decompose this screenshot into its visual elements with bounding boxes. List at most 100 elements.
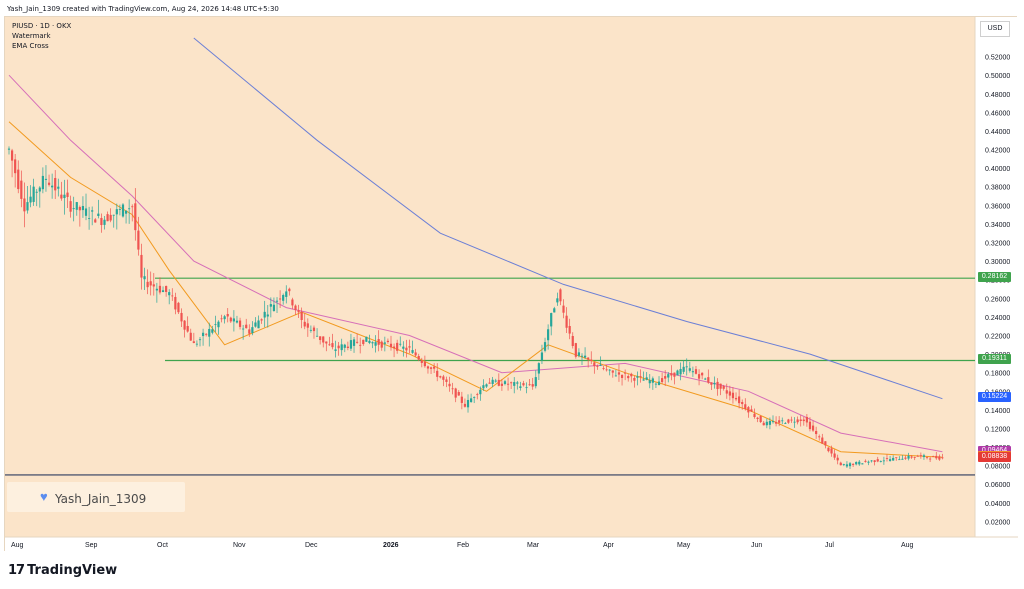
candle-body	[94, 219, 97, 223]
candle-body	[885, 458, 889, 459]
x-tick-label: May	[677, 542, 691, 549]
candle-body	[851, 463, 855, 465]
candle-body	[47, 182, 51, 185]
candle-body	[260, 319, 263, 321]
candle-body	[294, 305, 297, 311]
candle-body	[23, 198, 26, 212]
candle-body	[848, 463, 852, 467]
candle-body	[738, 396, 741, 404]
candle-body	[334, 349, 337, 351]
candle-body	[842, 464, 845, 466]
x-tick-label: Nov	[233, 542, 246, 549]
candle-body	[84, 208, 88, 216]
candle-body	[118, 209, 122, 210]
candle-body	[630, 373, 633, 377]
candle-body	[845, 464, 849, 467]
chart-panel[interactable]: 0.52000 0.50000 0.48000 0.46000 0.44000 0.420…	[4, 16, 1018, 552]
candle-body	[282, 295, 285, 301]
candle-body	[580, 355, 584, 357]
candle-body	[374, 342, 377, 346]
candle-body	[836, 457, 839, 461]
currency-selector[interactable]: USD	[980, 21, 1010, 37]
candle-body	[349, 340, 353, 349]
candle-body	[753, 413, 756, 418]
candle-body	[433, 366, 436, 369]
candle-body	[41, 175, 44, 190]
indicator-label: EMA Cross	[12, 42, 49, 50]
tradingview-logo[interactable]: 17 TradingView	[8, 563, 117, 578]
candle-body	[479, 389, 482, 395]
candle-body	[904, 457, 907, 459]
candle-body	[574, 343, 577, 357]
candle-body	[636, 376, 639, 378]
candle-body	[861, 463, 864, 465]
candle-body	[315, 335, 319, 337]
watermark-label: Watermark	[12, 32, 51, 40]
candle-body	[888, 459, 892, 461]
candle-body	[297, 310, 300, 313]
candle-body	[587, 357, 590, 360]
candle-body	[704, 378, 707, 380]
candle-body	[51, 185, 54, 188]
candle-body	[833, 453, 836, 458]
candle-body	[673, 372, 676, 377]
candle-body	[466, 399, 470, 408]
candle-body	[75, 202, 78, 210]
candle-body	[220, 318, 223, 320]
candle-body	[454, 388, 457, 398]
candle-body	[263, 311, 266, 318]
candle-body	[642, 379, 645, 381]
candle-body	[676, 370, 679, 376]
candle-body	[158, 285, 162, 293]
candle-body	[858, 461, 861, 465]
candle-body	[556, 298, 559, 303]
candle-body	[633, 377, 636, 381]
candle-body	[922, 455, 926, 458]
candle-body	[389, 343, 393, 348]
candle-body	[793, 421, 796, 423]
candle-body	[171, 295, 174, 297]
candle-body	[275, 300, 279, 302]
candle-body	[149, 281, 152, 286]
candle-body	[214, 324, 217, 326]
candle-body	[664, 376, 667, 379]
candle-body	[198, 339, 202, 341]
candle-body	[707, 377, 710, 383]
candle-body	[248, 329, 251, 334]
candle-body	[60, 194, 63, 199]
candle-body	[750, 409, 753, 412]
candle-body	[235, 320, 239, 323]
candle-body	[916, 455, 919, 457]
y-tick-label: 0.42000	[985, 148, 1010, 155]
price-chart[interactable]: 0.52000 0.50000 0.48000 0.46000 0.44000 0.420…	[5, 17, 1018, 552]
candle-body	[802, 419, 805, 422]
logo-text: TradingView	[27, 563, 118, 578]
watermark-box	[7, 482, 185, 512]
candle-body	[596, 366, 599, 367]
candle-body	[124, 210, 128, 214]
candle-body	[57, 186, 60, 189]
candle-body	[469, 398, 473, 403]
symbol-label: PIUSD · 1D · OKX	[12, 22, 72, 30]
candle-body	[183, 320, 186, 330]
candle-body	[257, 320, 260, 329]
candle-body	[269, 304, 272, 307]
candle-body	[898, 459, 901, 461]
candle-body	[654, 383, 658, 385]
x-tick-label: Feb	[457, 542, 469, 549]
candle-body	[821, 437, 824, 444]
candle-body	[371, 342, 374, 344]
candle-body	[559, 289, 562, 302]
candle-body	[645, 377, 648, 380]
candle-body	[815, 430, 818, 435]
y-tick-label: 0.24000	[985, 315, 1010, 322]
candle-body	[765, 421, 768, 426]
y-tick-label: 0.38000	[985, 185, 1010, 192]
candle-body	[306, 323, 309, 328]
heart-icon: ♥	[40, 489, 48, 504]
candle-body	[808, 421, 812, 430]
candle-body	[254, 322, 257, 327]
watermark-text: Yash_Jain_1309	[55, 492, 147, 506]
candle-body	[180, 312, 183, 322]
candle-body	[134, 203, 137, 231]
